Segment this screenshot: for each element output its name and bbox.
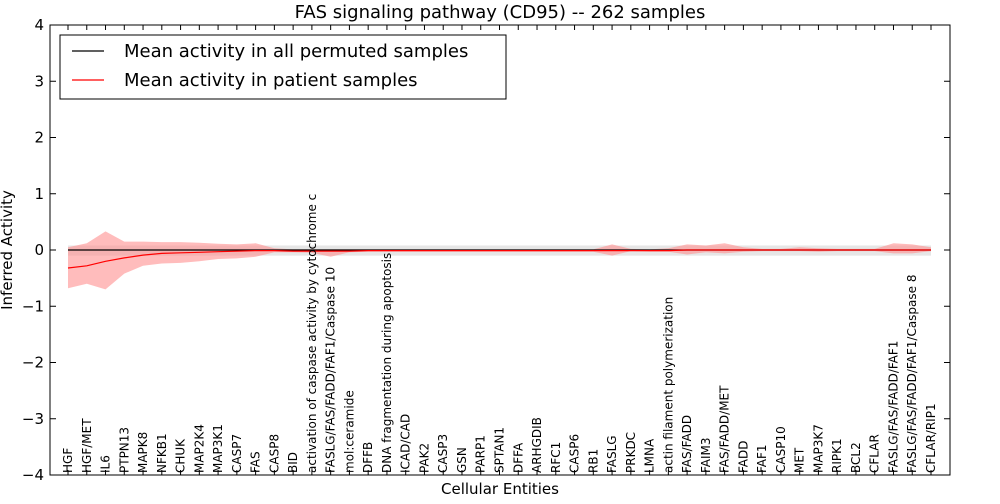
x-tick-label: RB1	[586, 449, 600, 473]
x-tick-label: SPTAN1	[493, 427, 507, 473]
x-tick-label: CASP10	[774, 426, 788, 473]
legend-box	[59, 34, 507, 100]
y-axis-label: Inferred Activity	[0, 190, 16, 310]
x-tick-label: PRKDC	[624, 432, 638, 473]
y-tick-label: 2	[34, 129, 44, 147]
x-tick-label: MAP3K7	[811, 424, 825, 473]
y-tick-label: 1	[34, 185, 44, 203]
x-tick-label: GSN	[455, 447, 469, 473]
x-tick-label: BID	[286, 452, 300, 473]
y-tick-label: −1	[22, 297, 44, 315]
x-tick-label: actin filament polymerization	[661, 297, 675, 473]
x-tick-label: FAS/FADD/MET	[718, 385, 732, 473]
x-tick-label: MAP2K4	[192, 424, 206, 473]
legend-label-permuted: Mean activity in all permuted samples	[124, 41, 468, 62]
x-tick-label: FAS	[249, 451, 263, 473]
legend: Mean activity in all permuted samples Me…	[59, 34, 507, 100]
legend-label-patient: Mean activity in patient samples	[124, 70, 418, 91]
y-tick-label: 0	[34, 241, 44, 259]
x-tick-label: MET	[793, 447, 807, 473]
band-patient	[68, 231, 931, 290]
x-tick-label: CASP3	[436, 434, 450, 473]
x-tick-label: CASP6	[568, 434, 582, 473]
x-tick-label: FAIM3	[699, 437, 713, 473]
y-tick-label: −2	[22, 354, 44, 372]
x-tick-label: FASLG/FAS/FADD/FAF1/Caspase 10	[324, 267, 338, 473]
x-tick-label: PAK2	[418, 443, 432, 473]
x-tick-label: FAF1	[755, 444, 769, 473]
x-tick-label: CHUK	[174, 438, 188, 473]
x-tick-label: MAPK8	[136, 432, 150, 473]
x-tick-label: activation of caspase activity by cytoch…	[305, 194, 319, 473]
y-tick-label: −3	[22, 410, 44, 428]
x-tick-label: FASLG/FAS/FADD/FAF1	[887, 341, 901, 473]
x-tick-label: NFKB1	[155, 433, 169, 473]
x-tick-label: FAS/FADD	[680, 415, 694, 473]
x-tick-label: FASLG/FAS/FADD/FAF1/Caspase 8	[905, 275, 919, 474]
x-tick-label: LMNA	[643, 438, 657, 473]
chart-title: FAS signaling pathway (CD95) -- 262 samp…	[295, 2, 706, 23]
x-tick-label: PTPN13	[117, 427, 131, 473]
series-line-patient	[67, 249, 931, 269]
x-tick-label: IL6	[99, 455, 113, 473]
x-tick-label: CFLAR/RIP1	[924, 403, 938, 473]
x-tick-label: HGF/MET	[80, 418, 94, 473]
x-tick-label: RFC1	[549, 442, 563, 473]
x-tick-label: ARHGDIB	[530, 417, 544, 473]
y-tick-label: 3	[34, 72, 44, 90]
x-tick-label: PARP1	[474, 435, 488, 473]
x-tick-label: ICAD/CAD	[399, 414, 413, 473]
x-tick-label: DNA fragmentation during apoptosis	[380, 253, 394, 473]
x-tick-label: DFFA	[511, 442, 525, 473]
x-tick-label: RIPK1	[830, 438, 844, 473]
x-tick-label: mol:ceramide	[342, 390, 356, 473]
x-tick-label: DFFB	[361, 442, 375, 473]
x-tick-label: BCL2	[849, 442, 863, 473]
x-tick-label: FASLG	[605, 435, 619, 473]
x-tick-label: FADD	[736, 441, 750, 474]
x-tick-label: CASP8	[267, 434, 281, 473]
x-axis-label: Cellular Entities	[441, 480, 559, 498]
y-tick-label: −4	[22, 466, 44, 484]
x-tick-label: CFLAR	[868, 434, 882, 473]
x-tick-label: HGF	[61, 448, 75, 473]
x-tick-label: MAP3K1	[211, 424, 225, 473]
x-tick-label: CASP7	[230, 434, 244, 473]
y-tick-label: 4	[34, 16, 44, 34]
